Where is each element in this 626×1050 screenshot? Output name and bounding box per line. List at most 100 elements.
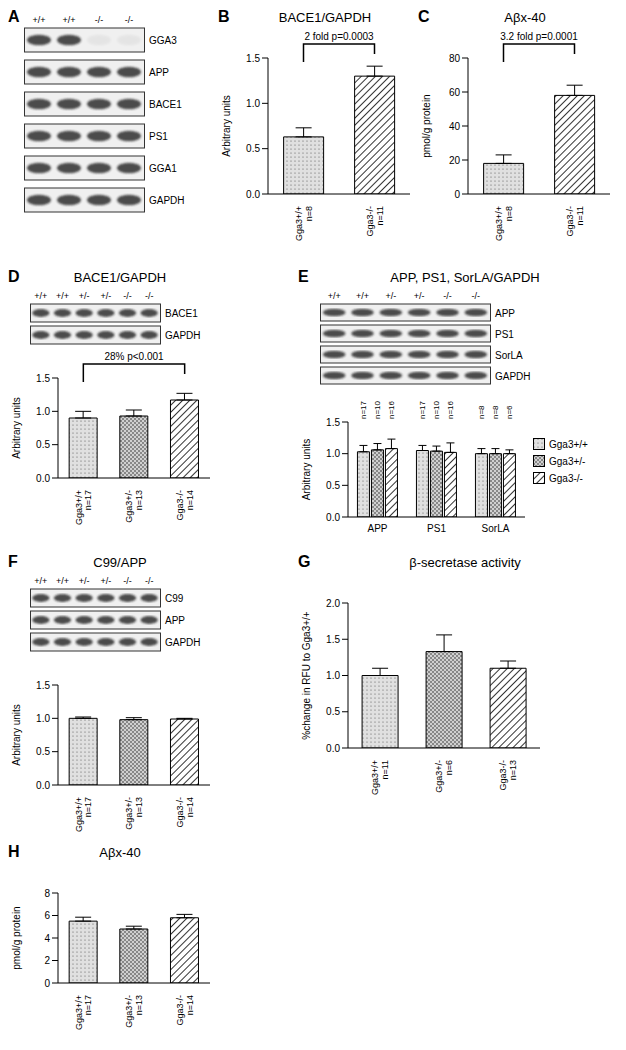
svg-text:Gga3+/-n=6: Gga3+/-n=6 bbox=[434, 760, 454, 793]
svg-text:6: 6 bbox=[44, 910, 50, 921]
svg-text:n=10: n=10 bbox=[432, 400, 441, 419]
svg-text:2: 2 bbox=[44, 955, 50, 966]
svg-text:1.5: 1.5 bbox=[246, 53, 260, 64]
svg-text:-/-: -/- bbox=[472, 291, 481, 301]
svg-text:GAPDH: GAPDH bbox=[165, 637, 201, 648]
svg-text:pmol/g protein: pmol/g protein bbox=[11, 906, 22, 969]
svg-text:+/-: +/- bbox=[100, 576, 111, 586]
svg-text:1.0: 1.0 bbox=[246, 98, 260, 109]
svg-text:n=6: n=6 bbox=[505, 405, 514, 419]
svg-text:+/+: +/+ bbox=[56, 576, 69, 586]
svg-text:28% p<0.001: 28% p<0.001 bbox=[104, 351, 164, 362]
svg-text:+/-: +/- bbox=[79, 291, 90, 301]
svg-text:60: 60 bbox=[449, 87, 461, 98]
svg-text:+/+: +/+ bbox=[62, 15, 75, 25]
svg-text:Gga3+/+n=17: Gga3+/+n=17 bbox=[74, 490, 94, 525]
svg-text:PS1: PS1 bbox=[427, 523, 446, 534]
svg-text:Gga3-/-n=14: Gga3-/-n=14 bbox=[175, 797, 195, 828]
svg-text:8: 8 bbox=[44, 888, 50, 899]
svg-text:1.0: 1.0 bbox=[326, 448, 340, 459]
svg-text:Gga3+/-n=13: Gga3+/-n=13 bbox=[124, 797, 144, 830]
svg-text:0.0: 0.0 bbox=[36, 780, 50, 791]
svg-text:APP: APP bbox=[367, 523, 387, 534]
svg-text:-/-: -/- bbox=[95, 15, 104, 25]
svg-text:4: 4 bbox=[44, 933, 50, 944]
svg-text:%change in RFU to Gga3+/+: %change in RFU to Gga3+/+ bbox=[301, 611, 312, 740]
svg-text:Arbitrary units: Arbitrary units bbox=[11, 704, 22, 766]
svg-text:Gga3+/-n=13: Gga3+/-n=13 bbox=[124, 995, 144, 1028]
svg-text:PS1: PS1 bbox=[149, 131, 168, 142]
svg-text:1.5: 1.5 bbox=[36, 680, 50, 691]
svg-text:Arbitrary units: Arbitrary units bbox=[221, 95, 232, 157]
svg-text:1.0: 1.0 bbox=[36, 406, 50, 417]
svg-text:80: 80 bbox=[449, 53, 461, 64]
svg-text:Arbitrary units: Arbitrary units bbox=[301, 439, 312, 501]
svg-text:BACE1: BACE1 bbox=[165, 308, 198, 319]
svg-text:Gga3+/+n=17: Gga3+/+n=17 bbox=[74, 995, 94, 1030]
svg-text:C99: C99 bbox=[165, 593, 184, 604]
svg-text:+/-: +/- bbox=[385, 291, 396, 301]
svg-text:GGA1: GGA1 bbox=[149, 163, 177, 174]
svg-text:2 fold p=0.0003: 2 fold p=0.0003 bbox=[304, 31, 374, 42]
svg-text:+/+: +/+ bbox=[356, 291, 369, 301]
svg-text:Gga3+/+n=17: Gga3+/+n=17 bbox=[74, 797, 94, 832]
svg-text:n=8: n=8 bbox=[477, 405, 486, 419]
svg-text:1.0: 1.0 bbox=[36, 713, 50, 724]
svg-text:+/+: +/+ bbox=[32, 15, 45, 25]
svg-text:0.0: 0.0 bbox=[326, 512, 340, 523]
svg-text:+/-: +/- bbox=[79, 576, 90, 586]
svg-text:0.5: 0.5 bbox=[326, 480, 340, 491]
svg-text:-/-: -/- bbox=[145, 576, 154, 586]
svg-text:Gga3-/-n=11: Gga3-/-n=11 bbox=[365, 206, 385, 237]
svg-text:+/+: +/+ bbox=[34, 291, 47, 301]
svg-text:0.0: 0.0 bbox=[36, 473, 50, 484]
svg-text:-/-: -/- bbox=[125, 15, 134, 25]
svg-text:Arbitrary units: Arbitrary units bbox=[11, 397, 22, 459]
svg-text:GAPDH: GAPDH bbox=[149, 195, 185, 206]
svg-text:SorLA: SorLA bbox=[495, 350, 523, 361]
svg-text:-/-: -/- bbox=[123, 576, 132, 586]
svg-text:0.0: 0.0 bbox=[326, 743, 340, 754]
svg-text:0.5: 0.5 bbox=[36, 439, 50, 450]
svg-text:SorLA: SorLA bbox=[482, 523, 510, 534]
svg-text:n=8: n=8 bbox=[491, 405, 500, 419]
svg-text:n=17: n=17 bbox=[418, 400, 427, 419]
svg-text:n=16: n=16 bbox=[387, 400, 396, 419]
svg-text:Gga3-/-n=14: Gga3-/-n=14 bbox=[175, 995, 195, 1026]
svg-text:0.5: 0.5 bbox=[36, 746, 50, 757]
svg-text:40: 40 bbox=[449, 121, 461, 132]
svg-text:Gga3-/-n=14: Gga3-/-n=14 bbox=[175, 490, 195, 521]
svg-text:+/-: +/- bbox=[100, 291, 111, 301]
svg-text:APP: APP bbox=[149, 67, 169, 78]
svg-text:+/+: +/+ bbox=[328, 291, 341, 301]
svg-text:APP: APP bbox=[165, 615, 185, 626]
svg-text:0.0: 0.0 bbox=[246, 189, 260, 200]
svg-text:GGA3: GGA3 bbox=[149, 35, 177, 46]
svg-text:1.5: 1.5 bbox=[326, 634, 340, 645]
svg-text:0: 0 bbox=[454, 189, 460, 200]
svg-text:-/-: -/- bbox=[443, 291, 452, 301]
svg-text:0.5: 0.5 bbox=[246, 143, 260, 154]
svg-text:3.2 fold p=0.0001: 3.2 fold p=0.0001 bbox=[500, 31, 578, 42]
svg-text:1.5: 1.5 bbox=[36, 373, 50, 384]
svg-text:Gga3-/-n=11: Gga3-/-n=11 bbox=[565, 206, 585, 237]
svg-text:1.5: 1.5 bbox=[326, 417, 340, 428]
svg-text:+/-: +/- bbox=[414, 291, 425, 301]
svg-text:-/-: -/- bbox=[123, 291, 132, 301]
svg-text:1.0: 1.0 bbox=[326, 670, 340, 681]
svg-text:Gga3+/-n=13: Gga3+/-n=13 bbox=[124, 490, 144, 523]
svg-text:n=16: n=16 bbox=[446, 400, 455, 419]
svg-text:GAPDH: GAPDH bbox=[495, 371, 531, 382]
svg-text:GAPDH: GAPDH bbox=[165, 330, 201, 341]
svg-text:-/-: -/- bbox=[145, 291, 154, 301]
svg-text:n=17: n=17 bbox=[359, 400, 368, 419]
svg-text:n=10: n=10 bbox=[373, 400, 382, 419]
svg-text:+/+: +/+ bbox=[56, 291, 69, 301]
svg-text:Gga3-/-n=13: Gga3-/-n=13 bbox=[498, 760, 518, 791]
svg-text:APP: APP bbox=[495, 308, 515, 319]
svg-text:Gga3+/+n=8: Gga3+/+n=8 bbox=[494, 206, 514, 241]
svg-text:0.5: 0.5 bbox=[326, 706, 340, 717]
svg-text:BACE1: BACE1 bbox=[149, 99, 182, 110]
svg-text:PS1: PS1 bbox=[495, 329, 514, 340]
svg-text:pmol/g protein: pmol/g protein bbox=[421, 94, 432, 157]
